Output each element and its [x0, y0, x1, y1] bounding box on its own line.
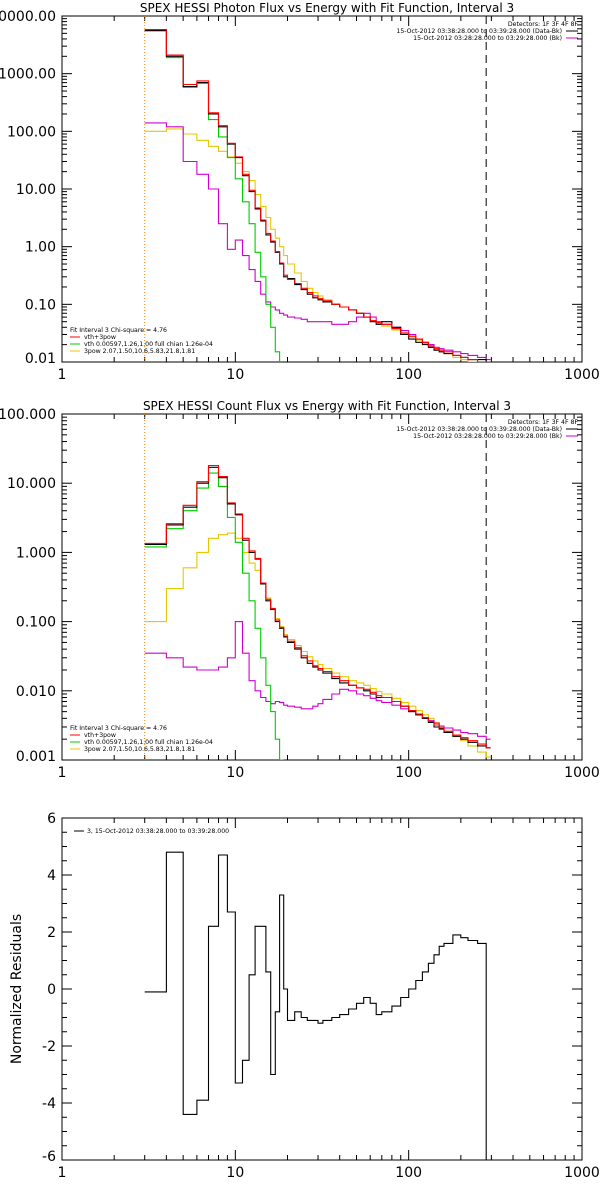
chart-title: SPEX HESSI Photon Flux vs Energy with Fi… — [140, 1, 514, 15]
y-tick-label: 0.10 — [25, 297, 56, 313]
series-line-vth-3pow — [144, 464, 491, 749]
series-line-bk — [144, 621, 491, 740]
series-line-3pow — [144, 532, 491, 758]
y-tick-label: 10.000 — [7, 476, 56, 492]
legend-text: Fit Interval 3 Chi-square = 4.76 — [70, 725, 167, 732]
series-line-vth — [144, 30, 281, 362]
series-line-data-bk — [144, 29, 491, 362]
x-tick-label: 10 — [226, 765, 244, 781]
legend-bottom-left: Fit Interval 3 Chi-square = 4.76vth+3pow… — [70, 725, 213, 753]
legend-text: 3pow 2.07,1.50,10.6,5.83,21.8,1.81 — [84, 746, 195, 753]
series-line-vth — [144, 472, 284, 760]
x-tick-label: 1 — [58, 765, 67, 781]
data-layer — [144, 414, 491, 760]
y-tick-label: 0.010 — [16, 684, 56, 700]
y-tick-label: -4 — [42, 1096, 56, 1112]
legend-text: Detectors: 1F 3F 4F 8F — [508, 419, 579, 426]
legend-bottom-left: Fit Interval 3 Chi-square = 4.76vth+3pow… — [70, 327, 213, 355]
series-line-data-bk — [144, 466, 491, 749]
x-tick-label: 1000 — [564, 765, 600, 781]
legend-text: vth 0.00597,1.26,1.00 full chian 1.26e-0… — [84, 341, 213, 348]
legend-text: vth 0.00597,1.26,1.00 full chian 1.26e-0… — [84, 739, 213, 746]
legend-text: Fit Interval 3 Chi-square = 4.76 — [70, 327, 167, 334]
legend-text: 15-Oct-2012 03:38:28.000 to 03:39:28.000… — [396, 426, 562, 433]
y-tick-label: 0 — [47, 982, 56, 998]
y-tick-label: 0.01 — [25, 351, 56, 367]
y-tick-label: 1.000 — [16, 545, 56, 561]
legend-text: 3, 15-Oct-2012 03:38:28.000 to 03:39:28.… — [87, 828, 229, 835]
series-line-3 — [144, 851, 491, 1160]
chart-panel-1: SPEX HESSI Photon Flux vs Energy with Fi… — [0, 1, 600, 383]
legend-text: vth+3pow — [84, 334, 116, 341]
legend-text: Detectors: 1F 3F 4F 8F — [508, 21, 579, 28]
legend-text: 15-Oct-2012 03:38:28.000 to 03:39:28.000… — [396, 28, 562, 35]
y-tick-label: 2 — [47, 925, 56, 941]
data-layer — [144, 16, 491, 362]
y-tick-label: 100.000 — [0, 407, 56, 423]
chart-title: SPEX HESSI Count Flux vs Energy with Fit… — [143, 399, 511, 413]
y-tick-label: 10.00 — [16, 182, 56, 198]
x-tick-label: 1 — [58, 367, 67, 383]
x-tick-label: 1000 — [564, 367, 600, 383]
y-tick-label: 0.100 — [16, 615, 56, 631]
legend-text: vth+3pow — [84, 732, 116, 739]
y-tick-label: 4 — [47, 868, 56, 884]
chart-panel-2: SPEX HESSI Count Flux vs Energy with Fit… — [0, 399, 600, 781]
legend-text: 15-Oct-2012 03:28:28.000 to 03:29:28.000… — [413, 35, 562, 42]
y-tick-label: 6 — [47, 811, 56, 827]
plot-frame — [61, 413, 583, 761]
x-tick-label: 100 — [395, 367, 422, 383]
y-axis-label: Normalized Residuals — [9, 914, 25, 1064]
x-tick-label: 100 — [395, 1165, 422, 1181]
y-tick-label: -6 — [42, 1149, 56, 1165]
y-tick-label: 100.00 — [7, 124, 56, 140]
plot-frame — [61, 817, 583, 1161]
y-tick-label: 0.001 — [16, 749, 56, 765]
series-line-bk — [144, 122, 491, 361]
plot-frame — [61, 15, 583, 363]
x-tick-label: 100 — [395, 765, 422, 781]
data-layer — [144, 851, 491, 1160]
legend-text: 15-Oct-2012 03:28:28.000 to 03:29:28.000… — [413, 433, 562, 440]
legend-text: 3pow 2.07,1.50,10.6,5.83,21.8,1.81 — [84, 348, 195, 355]
x-tick-label: 10 — [226, 1165, 244, 1181]
series-line-vth-3pow — [144, 29, 491, 362]
x-tick-label: 1000 — [564, 1165, 600, 1181]
chart-panel-3: 1 10 100 1000 -6 -4 -2 0 2 4 6 Normalized Residuals… — [9, 811, 600, 1181]
y-tick-label: 1000.00 — [0, 67, 56, 83]
legend: 3, 15-Oct-2012 03:38:28.000 to 03:39:28.… — [74, 828, 229, 835]
x-tick-label: 1 — [58, 1165, 67, 1181]
y-tick-label: 1.00 — [25, 240, 56, 256]
y-tick-label: -2 — [42, 1039, 56, 1055]
x-tick-label: 10 — [226, 367, 244, 383]
